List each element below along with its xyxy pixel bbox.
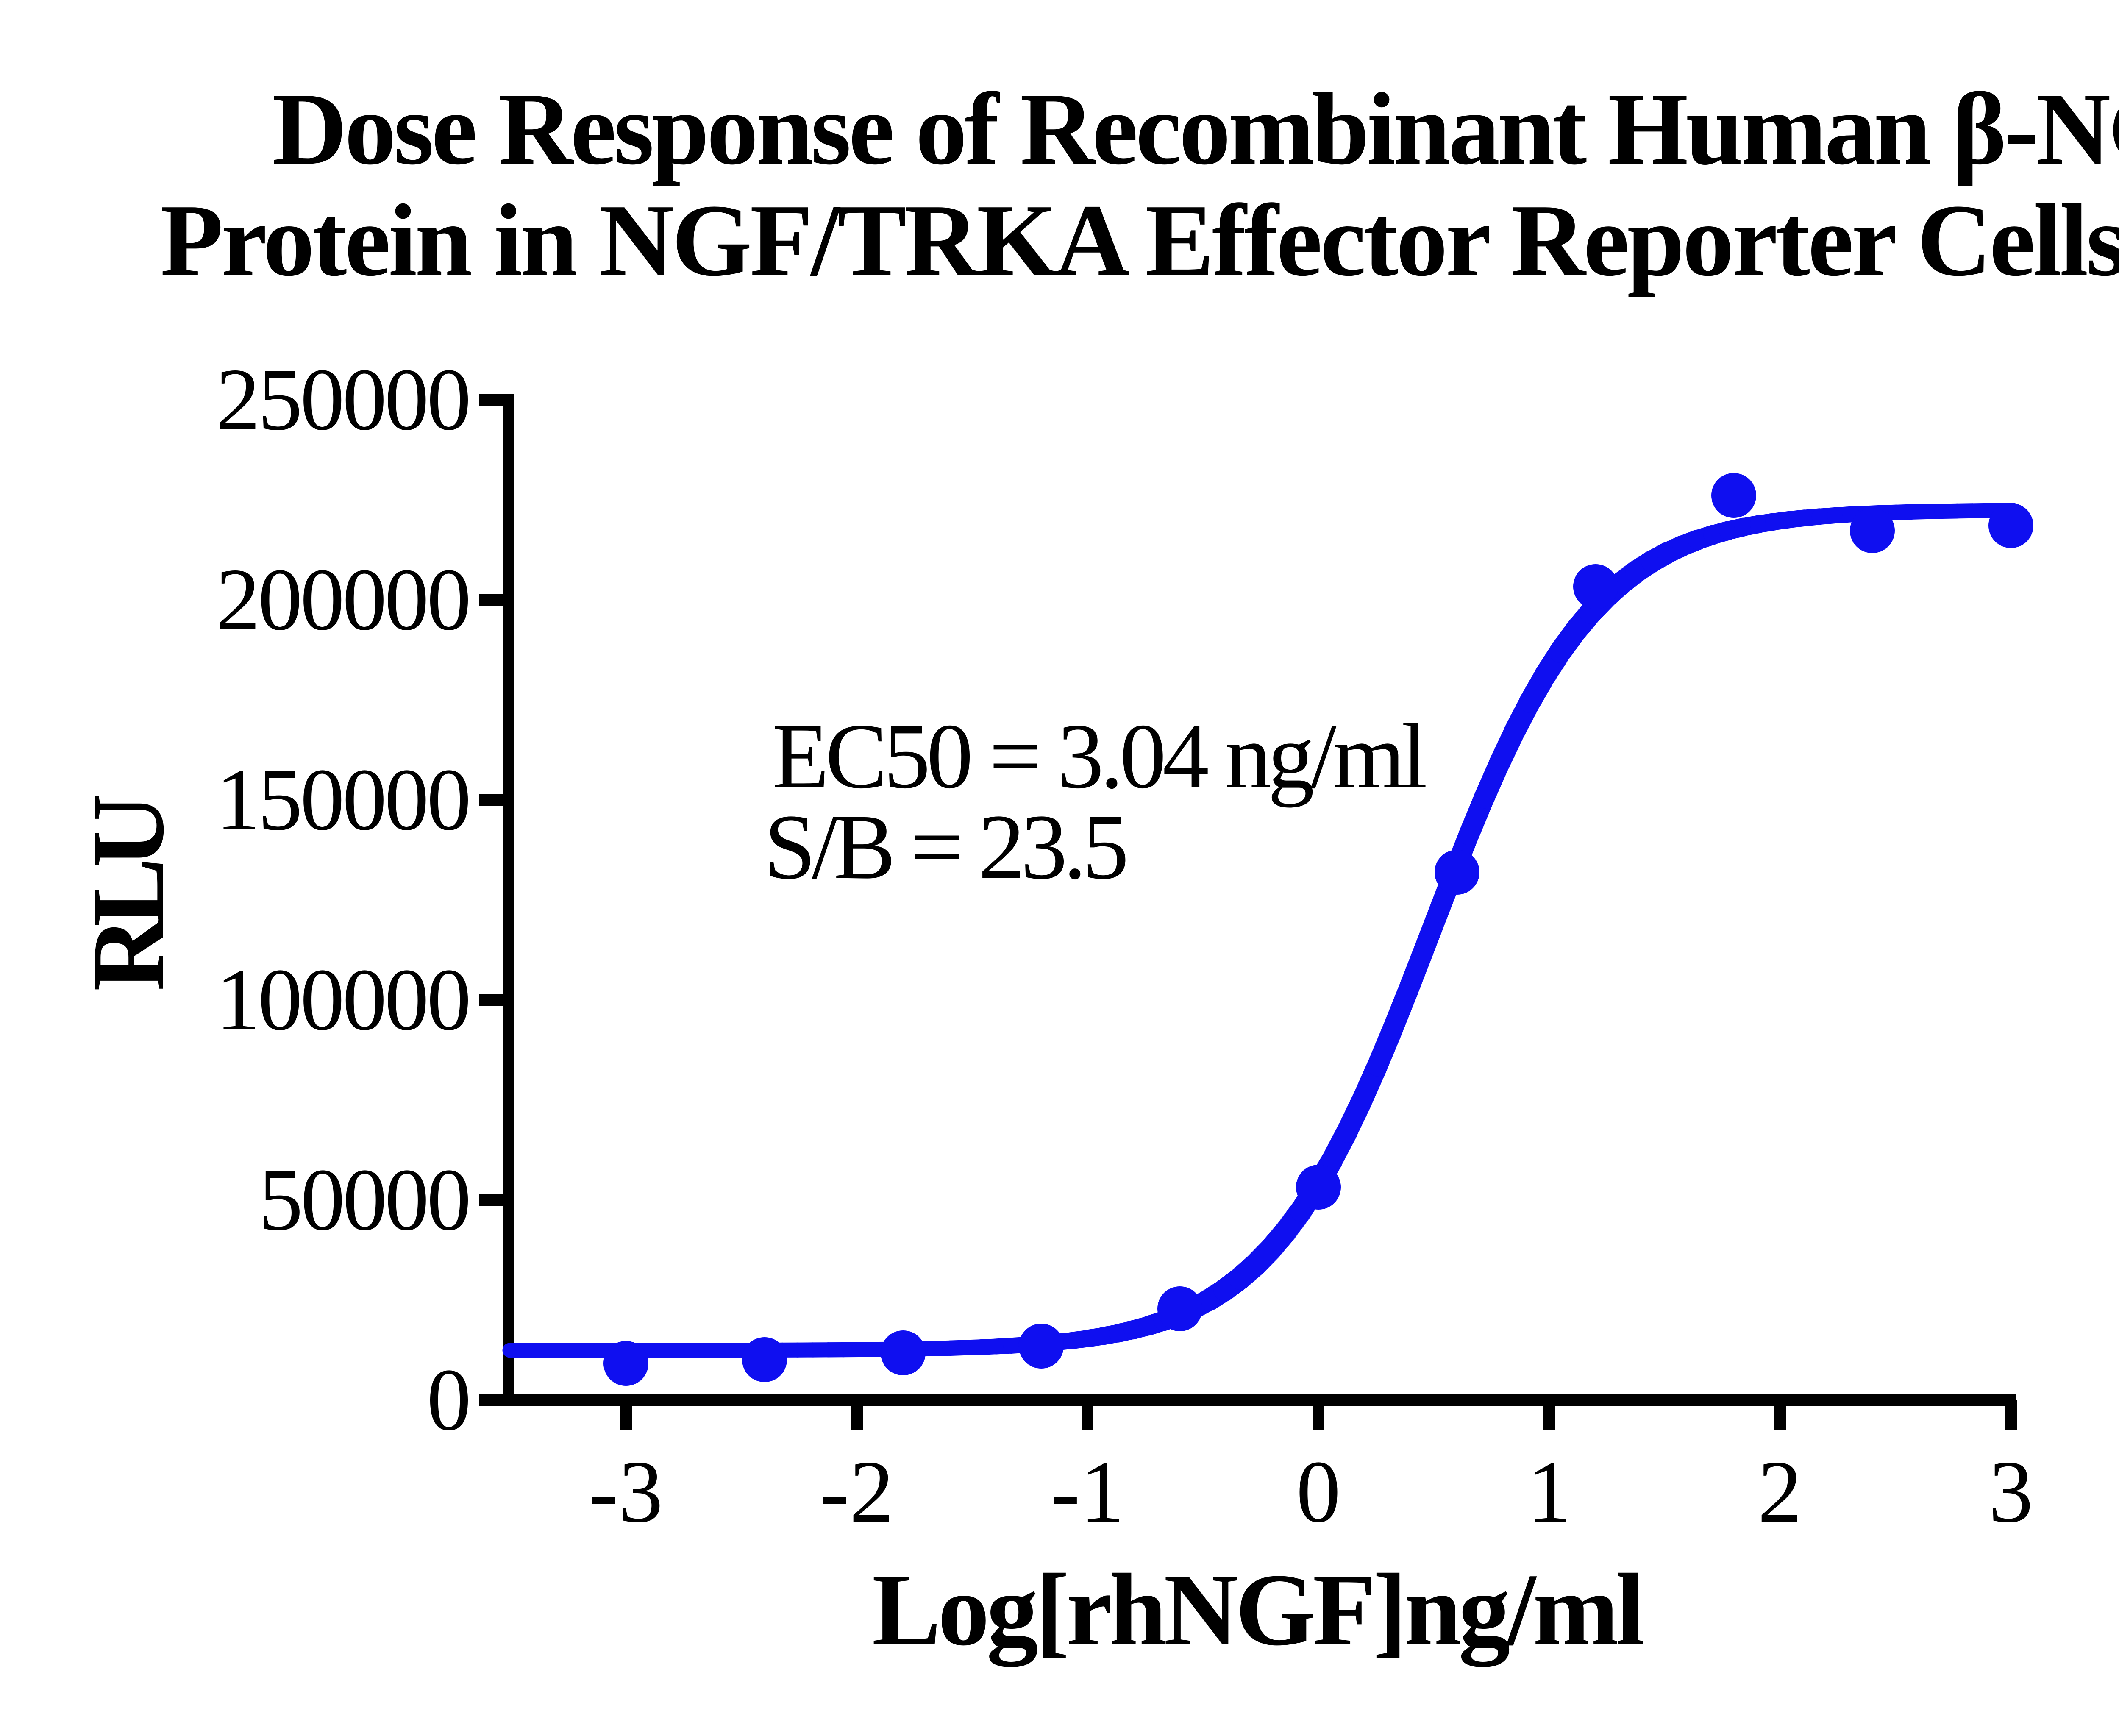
svg-text:100000: 100000 xyxy=(216,951,471,1049)
svg-text:Protein in NGF/TRKA Effector R: Protein in NGF/TRKA Effector Reporter Ce… xyxy=(160,183,2119,298)
svg-text:EC50 = 3.04 ng/ml: EC50 = 3.04 ng/ml xyxy=(772,704,1427,808)
svg-text:-2: -2 xyxy=(820,1443,894,1541)
svg-text:50000: 50000 xyxy=(259,1151,471,1249)
svg-text:-3: -3 xyxy=(589,1443,663,1541)
svg-text:150000: 150000 xyxy=(216,751,471,849)
svg-text:S/B = 23.5: S/B = 23.5 xyxy=(764,795,1129,899)
svg-text:Dose Response of Recombinant H: Dose Response of Recombinant Human β-NGF xyxy=(273,72,2119,186)
svg-text:3: 3 xyxy=(1989,1443,2033,1541)
svg-text:0: 0 xyxy=(427,1351,471,1449)
svg-text:Log[rhNGF]ng/ml: Log[rhNGF]ng/ml xyxy=(872,1552,1645,1667)
svg-text:1: 1 xyxy=(1527,1443,1572,1541)
svg-text:-1: -1 xyxy=(1051,1443,1125,1541)
svg-text:0: 0 xyxy=(1296,1443,1341,1541)
svg-text:2: 2 xyxy=(1758,1443,1802,1541)
svg-text:250000: 250000 xyxy=(216,351,471,449)
svg-text:200000: 200000 xyxy=(216,551,471,649)
svg-text:RLU: RLU xyxy=(71,793,185,991)
